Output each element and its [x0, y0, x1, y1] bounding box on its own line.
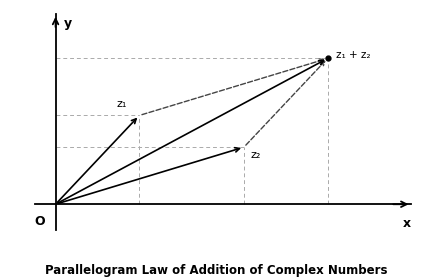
Text: O: O	[35, 215, 45, 228]
Text: z₁: z₁	[116, 99, 127, 109]
Text: x: x	[403, 217, 411, 230]
Text: Parallelogram Law of Addition of Complex Numbers: Parallelogram Law of Addition of Complex…	[45, 264, 388, 277]
Text: y: y	[64, 17, 72, 30]
Text: z₁ + z₂: z₁ + z₂	[336, 50, 371, 60]
Text: z₂: z₂	[250, 150, 261, 160]
